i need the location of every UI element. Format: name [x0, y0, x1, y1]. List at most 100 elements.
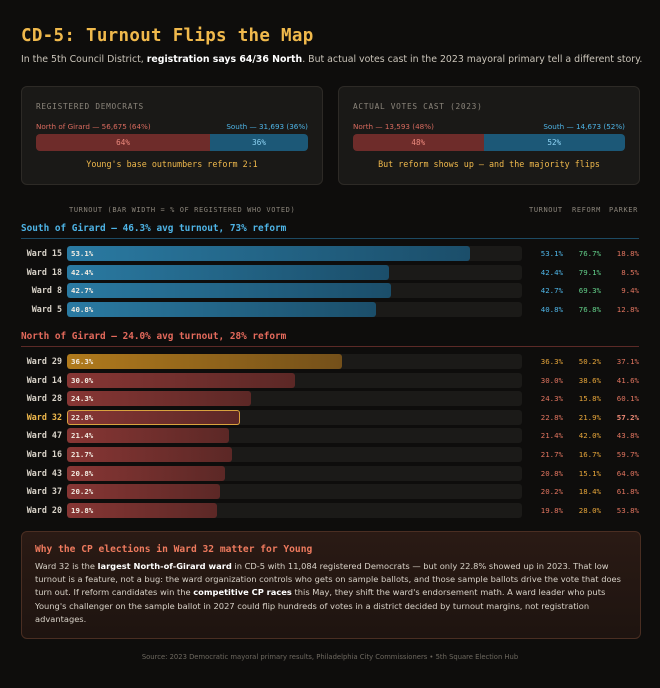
bar-track-ward-15 [67, 246, 522, 261]
bar-label-ward-28: 24.3% [71, 394, 94, 404]
subtitle-post: . But actual votes cast in the 2023 mayo… [302, 54, 643, 65]
page-title: CD-5: Turnout Flips the Map [21, 26, 314, 46]
bar-track-ward-28 [67, 391, 522, 407]
reform-value-ward-14: 38.6% [578, 375, 601, 385]
registered-panel: REGISTERED DEMOCRATS North of Girard — 5… [21, 86, 323, 185]
registered-caption: Young's base outnumbers reform 2:1 [86, 159, 258, 169]
votes-south-segment: 52% [483, 134, 625, 151]
bar-row-ward-29: Ward 29 36.3% 36.3% 50.2% 37.1% [0, 353, 660, 370]
bar-row-ward-43: Ward 43 20.8% 20.8% 15.1% 64.0% [0, 465, 660, 482]
ward-label-ward-28: Ward 28 [26, 393, 62, 404]
bar-track-ward-18 [67, 264, 522, 280]
bar-row-ward-20: Ward 20 19.8% 19.8% 28.0% 53.8% [0, 502, 660, 519]
turnout-value-ward-5: 40.8% [540, 304, 563, 314]
registered-north-label: North of Girard — 56,675 (64%) [36, 122, 151, 131]
turnout-value-ward-18: 42.4% [540, 267, 563, 277]
note-p2: in CD-5 with 11,084 registered Democrats… [35, 561, 621, 598]
turnout-column-header: TURNOUT [529, 206, 563, 214]
bar-label-ward-47: 21.4% [71, 431, 94, 441]
reform-value-ward-5: 76.8% [578, 304, 601, 314]
turnout-value-ward-32: 22.8% [540, 412, 563, 422]
south-divider [21, 238, 639, 239]
bar-ward-32 [67, 409, 240, 425]
reform-value-ward-18: 79.1% [578, 267, 601, 277]
bar-row-ward-28: Ward 28 24.3% 24.3% 15.8% 60.1% [0, 390, 660, 407]
bar-track-ward-29 [67, 354, 522, 369]
bar-label-ward-43: 20.8% [71, 468, 94, 478]
votes-north-label: North — 13,593 (48%) [353, 122, 434, 131]
bar-ward-15 [67, 246, 470, 261]
turnout-value-ward-8: 42.7% [540, 286, 563, 296]
bar-track-ward-8 [67, 283, 522, 299]
parker-value-ward-20: 53.8% [616, 505, 639, 515]
bar-label-ward-15: 53.1% [71, 249, 94, 258]
bar-ward-29 [67, 354, 343, 369]
parker-value-ward-18: 8.5% [621, 267, 639, 277]
note-b1: largest North-of-Girard ward [97, 561, 232, 571]
parker-value-ward-43: 64.0% [616, 468, 639, 478]
bar-label-ward-32: 22.8% [71, 412, 94, 422]
votes-panel: ACTUAL VOTES CAST (2023) North — 13,593 … [338, 86, 640, 185]
turnout-value-ward-43: 20.8% [540, 468, 563, 478]
bar-ward-20 [67, 502, 218, 518]
bar-label-ward-16: 21.7% [71, 450, 94, 459]
bar-track-ward-20 [67, 502, 522, 518]
bar-track-ward-5 [67, 301, 522, 317]
registered-split-bar: 64% 36% [36, 134, 308, 151]
bar-row-ward-37: Ward 37 20.2% 20.2% 18.4% 61.8% [0, 483, 660, 500]
bar-row-ward-15: Ward 15 53.1% 53.1% 76.7% 18.8% [0, 245, 660, 262]
registered-title: REGISTERED DEMOCRATS [36, 102, 144, 111]
ward-label-ward-18: Ward 18 [26, 266, 62, 277]
reform-column-header: REFORM [572, 206, 601, 214]
note-b2: competitive CP races [193, 587, 292, 598]
reform-value-ward-43: 15.1% [578, 468, 601, 478]
bar-ward-47 [67, 428, 230, 444]
bar-label-ward-20: 19.8% [71, 505, 94, 515]
note-title: Why the CP elections in Ward 32 matter f… [35, 544, 313, 555]
bar-column-header: TURNOUT (BAR WIDTH = % OF REGISTERED WHO… [69, 206, 296, 214]
bar-label-ward-29: 36.3% [71, 357, 94, 366]
reform-value-ward-32: 21.9% [578, 412, 601, 422]
bar-ward-37 [67, 484, 221, 500]
turnout-value-ward-16: 21.7% [540, 450, 563, 459]
bar-row-ward-16: Ward 16 21.7% 21.7% 16.7% 59.7% [0, 446, 660, 463]
bar-ward-14 [67, 372, 295, 388]
parker-value-ward-15: 18.8% [616, 249, 639, 258]
parker-value-ward-16: 59.7% [616, 450, 639, 459]
bar-ward-8 [67, 283, 391, 299]
subtitle-pre: In the 5th Council District, [21, 54, 147, 65]
bar-row-ward-47: Ward 47 21.4% 21.4% 42.0% 43.8% [0, 427, 660, 444]
parker-value-ward-32: 57.2% [616, 412, 639, 422]
parker-value-ward-28: 60.1% [616, 394, 639, 404]
bar-track-ward-16 [67, 447, 522, 462]
bar-label-ward-5: 40.8% [71, 304, 94, 314]
parker-value-ward-29: 37.1% [616, 357, 639, 366]
bar-track-ward-32 [67, 409, 522, 425]
turnout-value-ward-29: 36.3% [540, 357, 563, 366]
bar-ward-43 [67, 465, 225, 481]
bar-track-ward-43 [67, 465, 522, 481]
turnout-value-ward-37: 20.2% [540, 487, 563, 497]
parker-value-ward-47: 43.8% [616, 431, 639, 441]
page-subtitle: In the 5th Council District, registratio… [21, 54, 643, 65]
bar-row-ward-8: Ward 8 42.7% 42.7% 69.3% 9.4% [0, 282, 660, 299]
north-section-title: North of Girard — 24.0% avg turnout, 28%… [21, 331, 287, 342]
votes-north-segment: 48% [353, 134, 484, 151]
ward-label-ward-20: Ward 20 [26, 504, 62, 515]
reform-value-ward-29: 50.2% [578, 357, 601, 366]
bar-label-ward-8: 42.7% [71, 286, 94, 296]
bar-track-ward-47 [67, 428, 522, 444]
reform-value-ward-28: 15.8% [578, 394, 601, 404]
parker-value-ward-14: 41.6% [616, 375, 639, 385]
registered-south-segment: 36% [210, 134, 308, 151]
votes-caption: But reform shows up — and the majority f… [378, 159, 600, 169]
votes-title: ACTUAL VOTES CAST (2023) [353, 102, 483, 111]
reform-value-ward-16: 16.7% [578, 450, 601, 459]
ward-label-ward-5: Ward 5 [31, 303, 62, 314]
ward-label-ward-47: Ward 47 [26, 430, 62, 441]
note-body: Ward 32 is the largest North-of-Girard w… [35, 560, 631, 626]
bar-ward-28 [67, 391, 252, 407]
parker-value-ward-8: 9.4% [621, 286, 639, 296]
bar-ward-16 [67, 447, 232, 462]
note-p1: Ward 32 is the [35, 561, 98, 571]
